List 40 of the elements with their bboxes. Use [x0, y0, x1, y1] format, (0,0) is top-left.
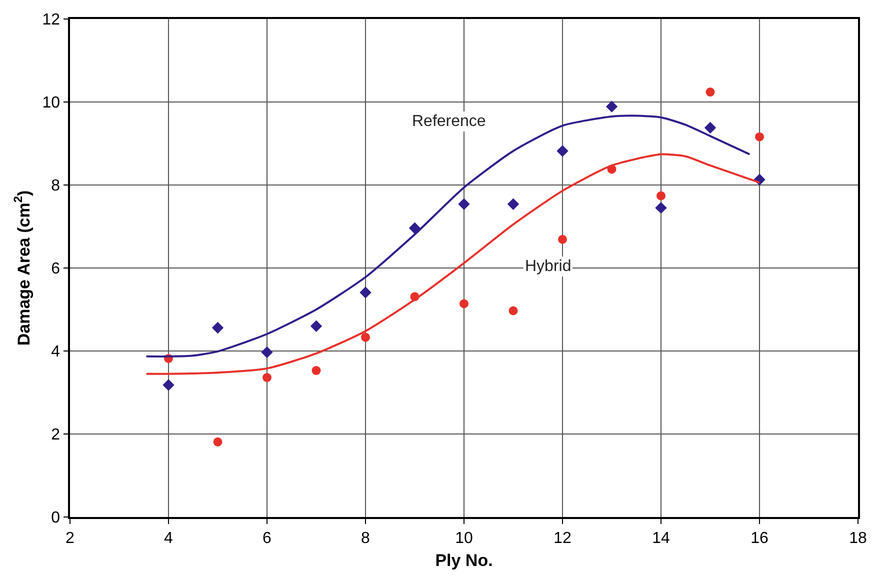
point	[755, 132, 764, 142]
x-axis-title: Ply No.	[435, 550, 493, 570]
point	[655, 202, 667, 214]
x-tick-label: 16	[750, 530, 768, 547]
x-tick-label: 12	[554, 530, 572, 547]
point	[261, 346, 273, 358]
point	[606, 100, 618, 112]
y-tick-label: 6	[51, 260, 60, 278]
point	[262, 373, 272, 382]
point	[556, 145, 568, 157]
y-tick-label: 8	[51, 178, 60, 195]
x-tick-label: 18	[849, 530, 867, 547]
x-tick-label: 10	[455, 530, 473, 547]
point	[558, 234, 567, 244]
point	[507, 198, 520, 210]
y-tick-label: 4	[51, 344, 60, 361]
point	[656, 191, 666, 200]
point	[458, 198, 470, 210]
x-tick-label: 4	[164, 530, 174, 547]
point	[460, 299, 468, 308]
point	[706, 88, 715, 97]
x-tick-label: 2	[66, 530, 75, 547]
point	[704, 122, 716, 134]
point	[312, 366, 321, 376]
point	[310, 320, 322, 332]
point	[508, 306, 518, 316]
x-tick-label: 14	[652, 530, 670, 547]
y-tick-label: 12	[42, 12, 60, 29]
point	[361, 332, 370, 342]
point	[212, 322, 224, 334]
y-tick-label: 2	[51, 426, 60, 444]
text: Reference	[412, 113, 486, 130]
y-tick-label: 0	[51, 510, 60, 527]
x-tick-label: 6	[262, 530, 272, 547]
x-tick-label: 8	[361, 530, 370, 547]
y-tick-label: 10	[42, 94, 60, 112]
text: Hybrid	[525, 258, 572, 275]
point	[162, 379, 174, 391]
point	[360, 286, 372, 298]
point	[213, 437, 222, 446]
